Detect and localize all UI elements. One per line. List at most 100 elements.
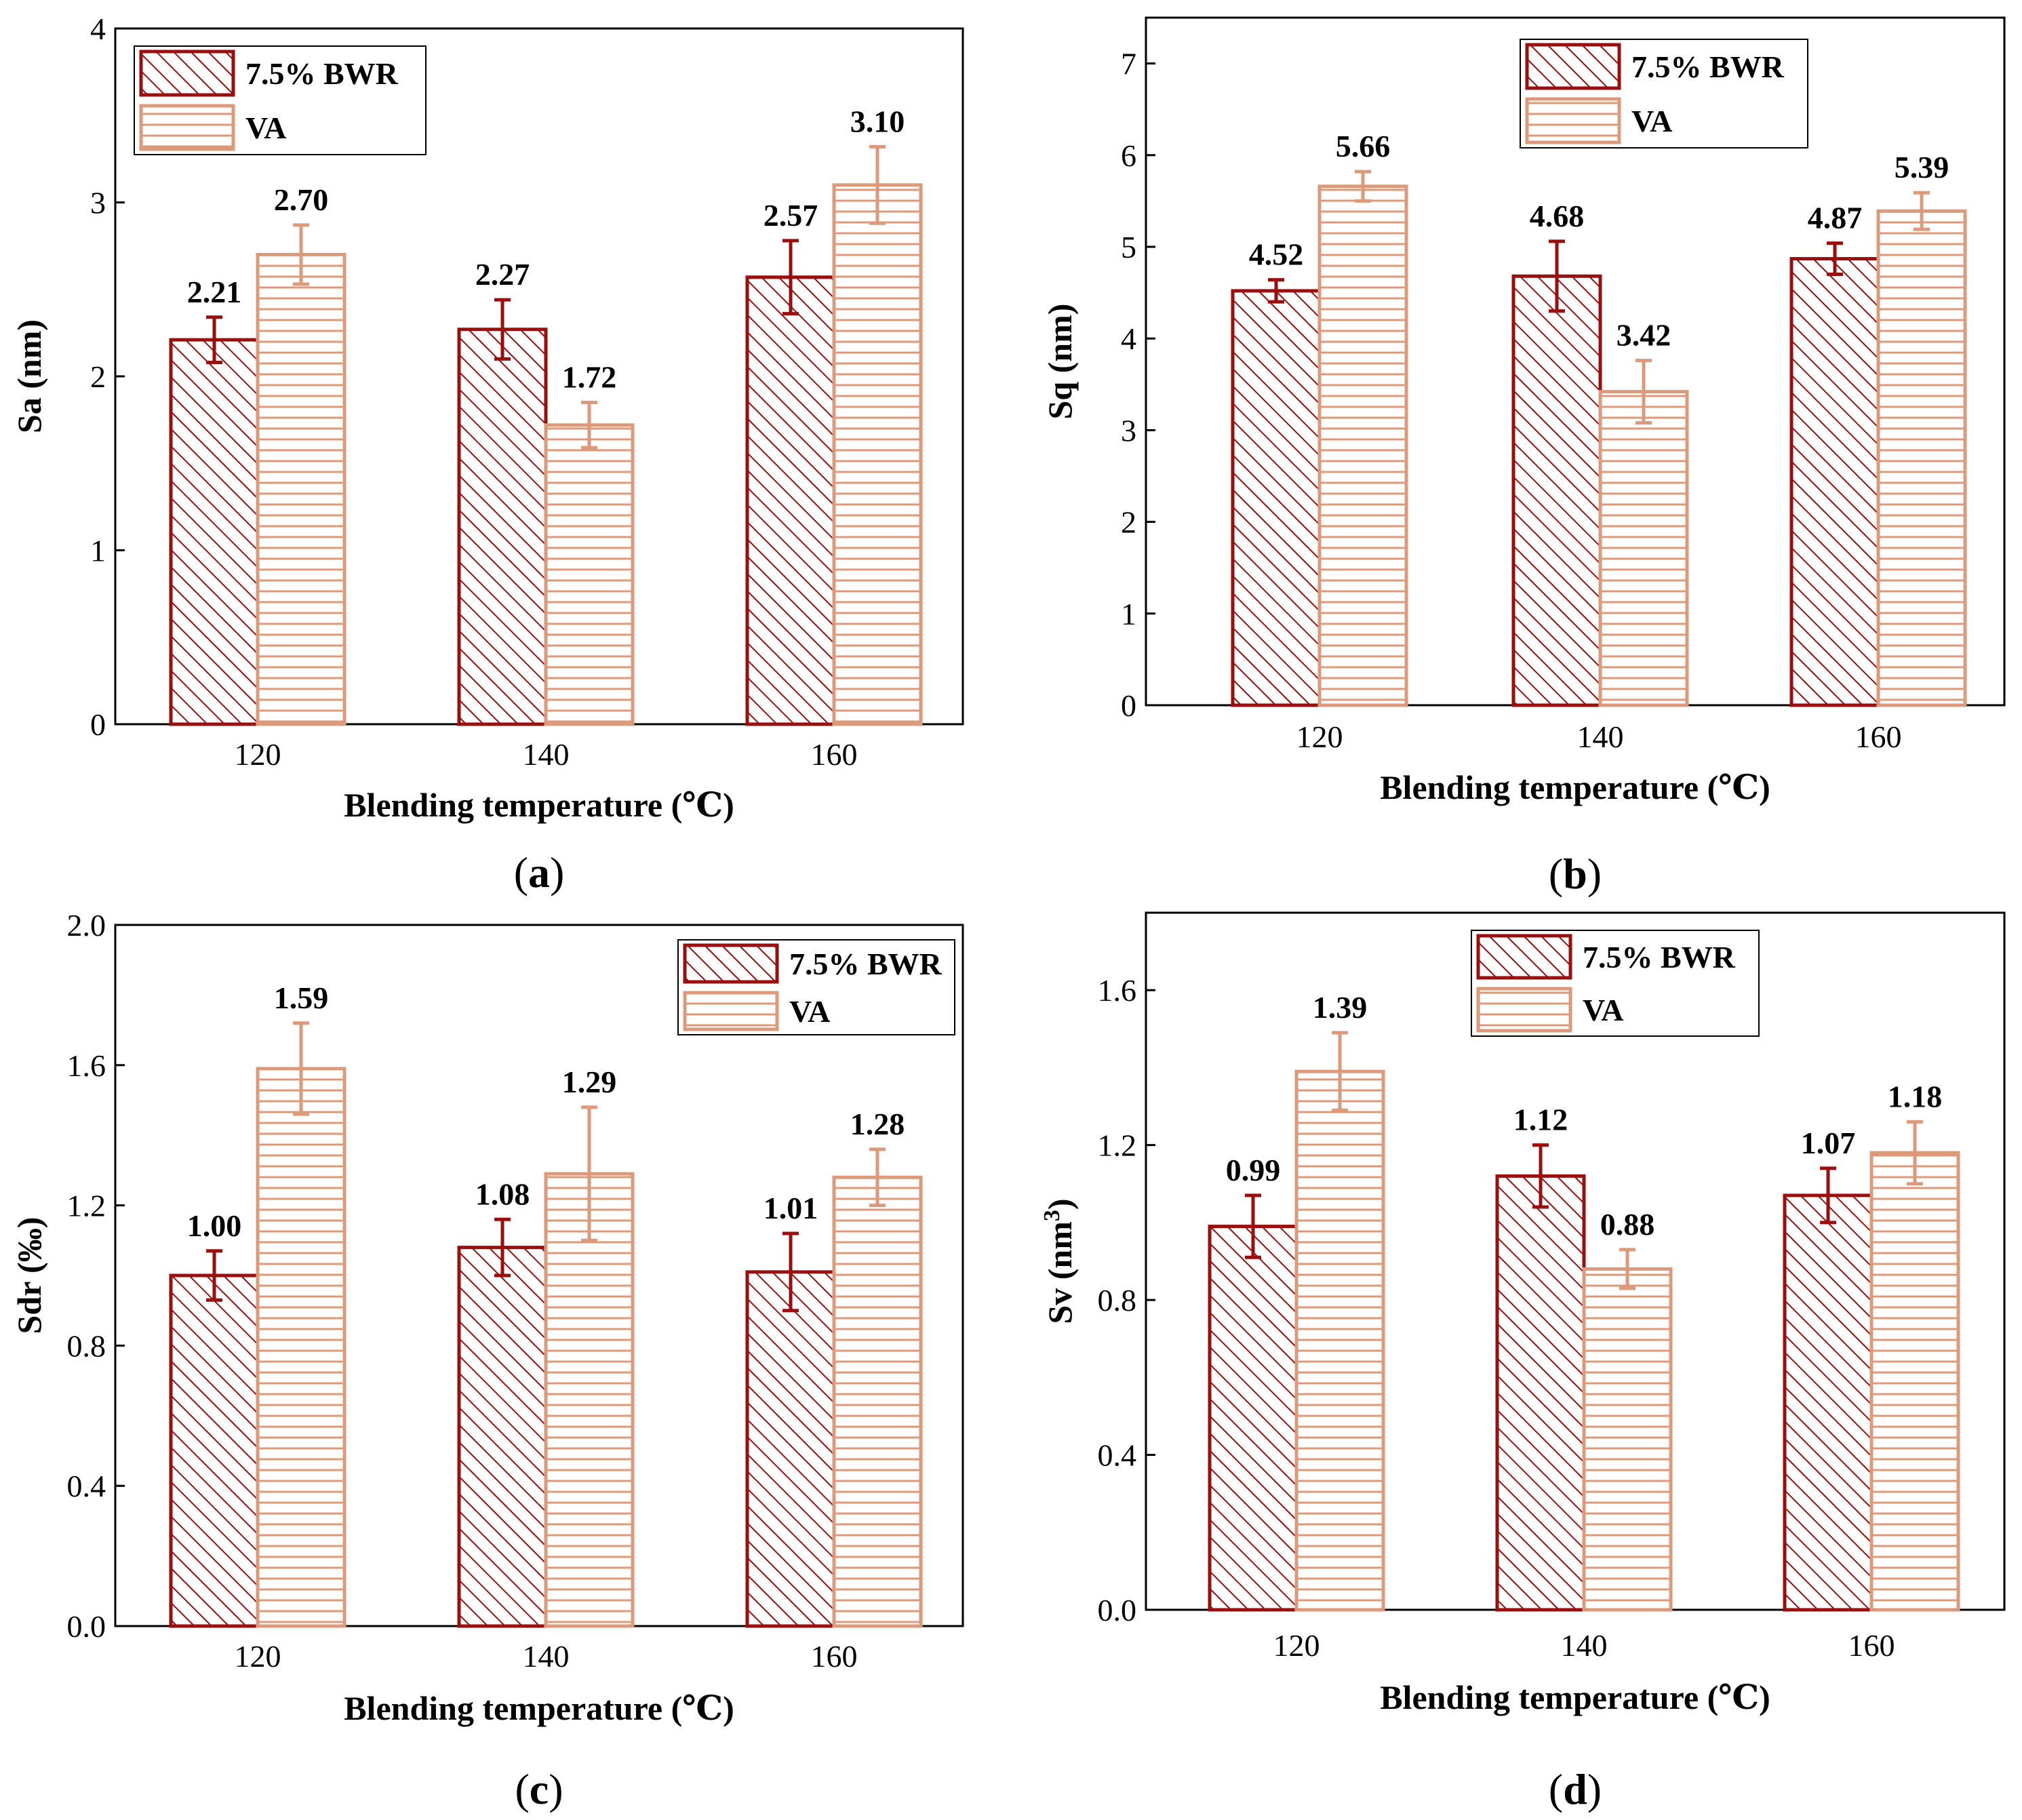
panel-caption-letter: b (1563, 850, 1587, 898)
bar-bwr-120 (169, 1273, 260, 1628)
legend-label: 7.5% BWR (1583, 940, 1736, 974)
y-axis-title: Sdr (‰) (10, 1217, 48, 1334)
x-tick-label: 160 (1855, 719, 1902, 754)
y-tick-label: 1.2 (1098, 1128, 1137, 1163)
y-tick-label: 1.2 (67, 1189, 106, 1223)
bar-bwr-140 (457, 328, 548, 726)
y-tick-label: 0.0 (1098, 1593, 1137, 1627)
panel-caption-letter: d (1563, 1765, 1587, 1813)
panel-caption-open: ( (515, 1765, 529, 1813)
panel-caption-letter: c (530, 1765, 549, 1813)
y-tick-label: 4 (1121, 321, 1136, 356)
bar-bwr-160 (1783, 1193, 1874, 1612)
x-tick-label: 120 (1296, 719, 1343, 754)
y-tick-label: 0.0 (67, 1609, 106, 1644)
x-tick-label: 160 (811, 1639, 858, 1674)
legend-swatch-bwr (1525, 43, 1621, 90)
panel-caption-close: ) (549, 1765, 563, 1813)
panel-caption: (c) (515, 1765, 563, 1813)
y-tick-label: 0 (90, 707, 106, 742)
y-tick-label: 1.6 (1098, 973, 1137, 1008)
bar-va-160 (1869, 1151, 1960, 1612)
legend-swatch-bwr (1476, 934, 1572, 980)
y-tick-label: 4 (90, 12, 106, 46)
panel-caption-open: ( (514, 848, 528, 896)
y-tick-label: 0 (1121, 688, 1136, 723)
data-label: 1.39 (1313, 990, 1368, 1025)
y-axis-title-sup: 3 (1039, 1210, 1065, 1221)
data-label: 4.68 (1530, 199, 1585, 233)
x-axis-title: Blending temperature (℃) (344, 786, 734, 824)
y-tick-label: 0.8 (1098, 1283, 1137, 1318)
panel-caption-close: ) (1587, 1765, 1602, 1813)
data-label: 1.18 (1888, 1079, 1943, 1113)
data-label: 0.99 (1226, 1153, 1281, 1187)
y-axis-title: Sv (nm3) (1039, 1198, 1079, 1324)
y-tick-label: 2.0 (67, 908, 106, 943)
y-tick-label: 1.6 (67, 1048, 106, 1083)
data-label: 2.70 (274, 182, 329, 217)
panel-b: 0 1 2 3 4 5 6 7 120 140 160 4.52 4.68 4.87 5.66 3.42 5.3… (1041, 16, 2006, 898)
data-label: 1.07 (1801, 1126, 1856, 1160)
bar-bwr-120 (1208, 1225, 1299, 1612)
bar-bwr-140 (457, 1246, 548, 1628)
legend-swatch-bwr (139, 50, 235, 97)
x-axis-title: Blending temperature (℃) (1380, 1678, 1770, 1716)
data-label: 1.72 (562, 359, 617, 394)
x-tick-label: 140 (1577, 719, 1624, 754)
data-label: 4.87 (1808, 201, 1863, 235)
legend-label: VA (1631, 104, 1673, 138)
y-tick-label: 7 (1121, 47, 1136, 81)
bar-bwr-120 (169, 338, 260, 726)
y-tick-label: 0.4 (1098, 1438, 1137, 1473)
data-label: 1.01 (764, 1191, 818, 1225)
bar-va-120 (1294, 1069, 1385, 1612)
data-label: 2.27 (475, 257, 530, 292)
y-tick-label: 5 (1121, 230, 1136, 264)
data-label: 1.28 (850, 1107, 905, 1141)
legend-label: 7.5% BWR (789, 947, 943, 981)
x-tick-label: 140 (523, 737, 570, 772)
x-tick-label: 120 (1273, 1628, 1320, 1663)
x-tick-label: 140 (523, 1639, 570, 1674)
y-tick-label: 1 (1121, 597, 1136, 631)
data-label: 1.00 (187, 1208, 242, 1243)
bar-bwr-160 (745, 1270, 836, 1628)
legend-swatch-va (1476, 987, 1572, 1033)
data-label: 1.12 (1513, 1103, 1568, 1137)
y-tick-label: 6 (1121, 138, 1136, 173)
bar-va-140 (544, 423, 635, 726)
bar-va-140 (1598, 390, 1689, 707)
data-label: 3.42 (1617, 318, 1671, 353)
legend-swatch-va (1525, 97, 1621, 144)
bar-bwr-140 (1495, 1174, 1586, 1612)
x-axis-title: Blending temperature (℃) (1380, 768, 1770, 806)
data-label: 1.29 (562, 1065, 617, 1099)
bar-va-160 (1876, 209, 1967, 707)
y-tick-label: 3 (1121, 413, 1136, 448)
bar-va-140 (544, 1172, 635, 1628)
y-axis-title: Sq (nm) (1041, 304, 1079, 420)
y-axis-title: Sa (nm) (10, 319, 48, 433)
panel-caption-open: ( (1549, 850, 1563, 898)
panel-caption: (d) (1549, 1765, 1602, 1813)
bar-va-120 (256, 252, 346, 726)
panel-a: 0 1 2 3 4 120 140 160 2.21 2.27 2.57 2.70 1.72 3.10 7.… (10, 12, 964, 896)
y-tick-label: 2 (1121, 505, 1136, 540)
panel-caption-letter: a (528, 848, 550, 896)
legend-label: VA (789, 994, 831, 1029)
y-axis-title-text: Sv (nm (1041, 1221, 1079, 1324)
legend-label: VA (1583, 993, 1624, 1027)
y-axis-title-text: Sa (nm) (10, 319, 48, 433)
y-tick-label: 0.8 (67, 1328, 106, 1363)
legend-swatch-va (683, 991, 779, 1031)
data-label: 1.08 (475, 1176, 530, 1211)
legend-label: 7.5% BWR (245, 56, 399, 91)
y-axis-title-text: Sdr (‰) (10, 1217, 48, 1334)
legend-label: 7.5% BWR (1631, 50, 1785, 84)
panel-caption-close: ) (550, 848, 564, 896)
y-tick-label: 0.4 (67, 1469, 106, 1503)
bar-bwr-120 (1231, 289, 1322, 707)
y-axis-title-text: Sq (nm) (1041, 304, 1079, 420)
